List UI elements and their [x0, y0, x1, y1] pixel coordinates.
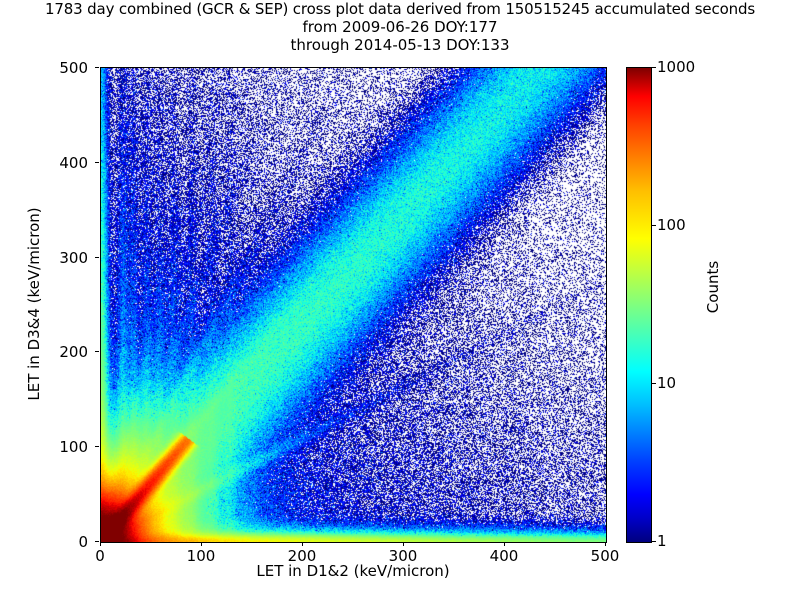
x-axis-label: LET in D1&2 (keV/micron) [256, 562, 450, 580]
y-tick-2 [95, 351, 99, 352]
colorbar-label-1: 1 [657, 532, 667, 550]
x-tick-label-0: 0 [95, 547, 105, 565]
x-tick-label-5: 500 [590, 547, 620, 565]
x-tick-3 [403, 542, 404, 546]
x-tick-0 [100, 542, 101, 546]
y-tick-label-4: 400 [59, 154, 88, 172]
x-tick-2 [302, 542, 303, 546]
x-tick-label-1: 100 [186, 547, 216, 565]
title-line-3: through 2014-05-13 DOY:133 [290, 36, 510, 54]
plot-area[interactable] [100, 67, 607, 543]
x-tick-4 [504, 542, 505, 546]
y-tick-4 [95, 162, 99, 163]
figure-title: 1783 day combined (GCR & SEP) cross plot… [0, 0, 800, 54]
colorbar-tick-10 [651, 383, 656, 384]
colorbar-title: Counts [704, 260, 722, 314]
x-tick-5 [605, 542, 606, 546]
y-tick-label-5: 500 [59, 59, 88, 77]
colorbar-tick-1000 [651, 67, 656, 68]
title-line-2: from 2009-06-26 DOY:177 [302, 18, 498, 36]
y-tick-3 [95, 257, 99, 258]
y-axis-label: LET in D3&4 (keV/micron) [25, 207, 43, 401]
heatmap-canvas [101, 68, 606, 542]
colorbar[interactable] [626, 67, 652, 543]
y-tick-1 [95, 446, 99, 447]
y-tick-label-1: 100 [59, 438, 88, 456]
colorbar-tick-100 [651, 225, 656, 226]
colorbar-label-1000: 1000 [657, 58, 696, 76]
colorbar-label-100: 100 [657, 216, 686, 234]
y-tick-label-3: 300 [59, 249, 88, 267]
x-tick-label-2: 200 [287, 547, 317, 565]
x-tick-label-3: 300 [388, 547, 418, 565]
title-line-1: 1783 day combined (GCR & SEP) cross plot… [44, 0, 756, 18]
colorbar-label-10: 10 [657, 374, 677, 392]
y-tick-label-0: 0 [78, 533, 88, 551]
y-tick-5 [95, 67, 99, 68]
y-tick-0 [95, 541, 99, 542]
x-tick-1 [201, 542, 202, 546]
colorbar-tick-1 [651, 541, 656, 542]
y-tick-label-2: 200 [59, 343, 88, 361]
x-tick-label-4: 400 [489, 547, 519, 565]
